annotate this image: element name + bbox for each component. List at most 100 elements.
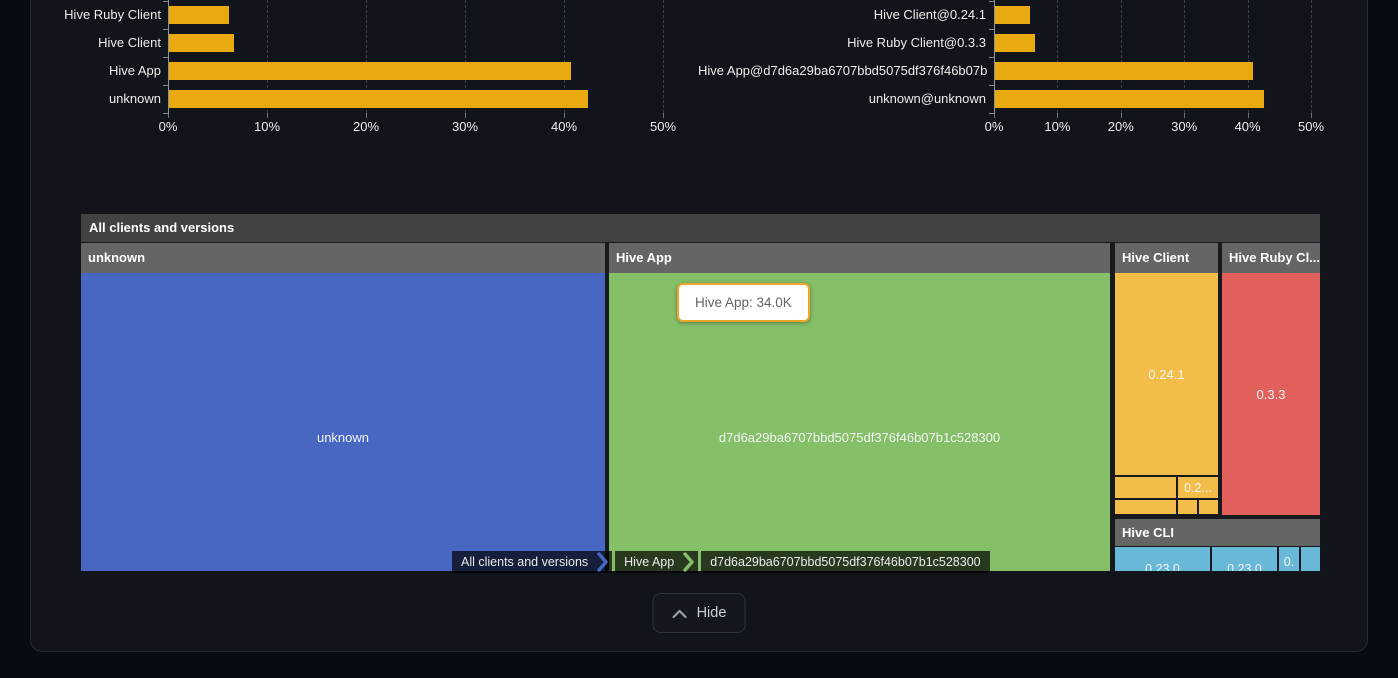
axis-tick bbox=[465, 113, 466, 118]
bar-category-label: unknown bbox=[108, 91, 161, 106]
axis-tick bbox=[989, 85, 994, 86]
breadcrumb: All clients and versions Hive App d7d6a2… bbox=[452, 551, 993, 573]
treemap-node-0-24-1[interactable]: 0.24.1 bbox=[1115, 273, 1218, 475]
treemap-node-unknown[interactable]: unknown bbox=[81, 273, 605, 571]
axis-tick bbox=[163, 113, 168, 114]
x-tick-label: 30% bbox=[451, 119, 479, 134]
bar-category-label: Hive Ruby Client bbox=[64, 7, 161, 22]
bar[interactable] bbox=[169, 90, 588, 108]
gridline bbox=[465, 0, 466, 113]
x-tick-label: 50% bbox=[1297, 119, 1325, 134]
bar-category-label: unknown@unknown bbox=[868, 91, 986, 106]
axis-tick bbox=[1247, 113, 1249, 118]
treemap-node-label: d7d6a29ba6707bbd5075df376f46b07b1c528300 bbox=[718, 430, 1001, 445]
bar-category-label: Hive Client@0.24.1 bbox=[873, 7, 986, 22]
bar[interactable] bbox=[169, 34, 235, 52]
x-tick-label: 0% bbox=[158, 119, 178, 134]
axis-tick bbox=[163, 85, 168, 86]
bar[interactable] bbox=[995, 62, 1254, 80]
x-tick-label: 50% bbox=[649, 119, 677, 134]
x-tick-label: 10% bbox=[1044, 119, 1071, 134]
treemap-node[interactable]: 0.23.0 bbox=[1212, 547, 1277, 571]
axis-tick bbox=[1184, 113, 1186, 118]
bar[interactable] bbox=[995, 90, 1264, 108]
axis-tick bbox=[989, 57, 994, 58]
x-tick-label: 20% bbox=[352, 119, 380, 134]
axis-tick bbox=[564, 113, 565, 118]
treemap-header-hive-cli[interactable]: Hive CLI bbox=[1115, 519, 1320, 546]
treemap-node[interactable] bbox=[1115, 477, 1176, 498]
gridline bbox=[1120, 0, 1122, 113]
axis-tick bbox=[989, 1, 994, 2]
gridline bbox=[366, 0, 367, 113]
bar[interactable] bbox=[169, 62, 571, 80]
y-axis-line bbox=[168, 0, 169, 114]
treemap-node[interactable] bbox=[1199, 500, 1218, 514]
axis-tick bbox=[663, 113, 664, 118]
treemap-node[interactable]: 0.2... bbox=[1178, 477, 1218, 498]
hide-button[interactable]: Hide bbox=[652, 593, 746, 633]
treemap-node[interactable]: 0. bbox=[1279, 547, 1299, 571]
x-tick-label: 0% bbox=[984, 119, 1004, 134]
bar-category-label: Hive Ruby Client@0.3.3 bbox=[847, 35, 986, 50]
gridline bbox=[564, 0, 565, 113]
y-axis-line bbox=[994, 0, 995, 114]
treemap-node[interactable] bbox=[1301, 547, 1320, 571]
treemap-title: All clients and versions bbox=[81, 214, 1320, 242]
axis-tick bbox=[1057, 113, 1059, 118]
x-tick-label: 40% bbox=[550, 119, 578, 134]
bar-category-label: Hive App bbox=[108, 63, 161, 78]
axis-tick bbox=[163, 57, 168, 58]
treemap-tooltip: Hive App: 34.0K bbox=[677, 283, 810, 322]
gridline bbox=[1247, 0, 1249, 113]
breadcrumb-item-root[interactable]: All clients and versions bbox=[452, 551, 613, 573]
breadcrumb-label: Hive App bbox=[624, 555, 675, 569]
treemap-section-hive-ruby-client: Hive Ruby Cl... 0.3.3 bbox=[1222, 243, 1320, 515]
axis-tick bbox=[989, 113, 994, 114]
treemap-node[interactable] bbox=[1115, 500, 1176, 514]
treemap-section-hive-cli: Hive CLI 0.23.0 0.23.0 0. bbox=[1115, 519, 1320, 571]
treemap-node-hive-app[interactable]: d7d6a29ba6707bbd5075df376f46b07b1c528300 bbox=[609, 273, 1110, 571]
axis-tick bbox=[1311, 113, 1312, 118]
gridline bbox=[663, 0, 664, 113]
treemap-node-label: unknown bbox=[316, 430, 370, 445]
breadcrumb-item-version-hash[interactable]: d7d6a29ba6707bbd5075df376f46b07b1c528300 bbox=[701, 551, 990, 573]
clients-versions-treemap: All clients and versions unknown unknown… bbox=[81, 214, 1320, 571]
gridline bbox=[1057, 0, 1059, 113]
axis-tick bbox=[1120, 113, 1122, 118]
treemap-header-hive-client[interactable]: Hive Client bbox=[1115, 243, 1218, 273]
axis-tick bbox=[366, 113, 367, 118]
client-versions-share-bar-chart: 0% 10% 20% 30% 40% 50% Hive Client@0.24.1 Hive … bbox=[698, 0, 1398, 145]
chevron-right-icon bbox=[597, 552, 608, 572]
axis-tick bbox=[163, 29, 168, 30]
gridline bbox=[1311, 0, 1312, 113]
treemap-header-unknown[interactable]: unknown bbox=[81, 243, 605, 273]
treemap-section-unknown: unknown unknown bbox=[81, 243, 605, 571]
breadcrumb-item-hive-app[interactable]: Hive App bbox=[615, 551, 699, 573]
x-tick-label: 40% bbox=[1234, 119, 1261, 134]
chevron-right-icon bbox=[683, 552, 694, 572]
axis-tick bbox=[168, 113, 169, 118]
axis-tick bbox=[267, 113, 268, 118]
x-tick-label: 20% bbox=[1107, 119, 1134, 134]
bar[interactable] bbox=[995, 6, 1030, 24]
breadcrumb-label: d7d6a29ba6707bbd5075df376f46b07b1c528300 bbox=[710, 555, 981, 569]
treemap-node-0-3-3[interactable]: 0.3.3 bbox=[1222, 273, 1320, 515]
bar-category-label: Hive Client bbox=[98, 35, 161, 50]
axis-tick bbox=[994, 113, 995, 118]
chevron-up-icon bbox=[672, 609, 687, 618]
breadcrumb-label: All clients and versions bbox=[461, 555, 589, 569]
x-tick-label: 10% bbox=[253, 119, 281, 134]
bar[interactable] bbox=[995, 34, 1035, 52]
x-tick-label: 30% bbox=[1171, 119, 1198, 134]
treemap-node[interactable]: 0.23.0 bbox=[1115, 547, 1210, 571]
treemap-node[interactable] bbox=[1178, 500, 1197, 514]
treemap-section-hive-client: Hive Client 0.24.1 0.2... bbox=[1115, 243, 1218, 515]
gridline bbox=[267, 0, 268, 113]
bar[interactable] bbox=[169, 6, 230, 24]
treemap-header-hive-ruby-client[interactable]: Hive Ruby Cl... bbox=[1222, 243, 1320, 273]
axis-tick bbox=[989, 29, 994, 30]
clients-share-bar-chart: 0% 10% 20% 30% 40% 50% Hive Ruby Client Hive Cl… bbox=[0, 0, 698, 145]
treemap-header-hive-app[interactable]: Hive App bbox=[609, 243, 1110, 273]
